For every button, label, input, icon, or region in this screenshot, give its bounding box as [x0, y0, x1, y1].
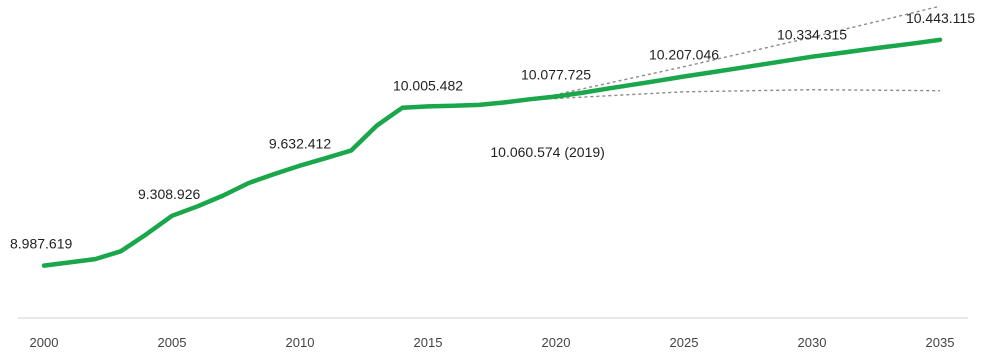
population-line [41, 37, 943, 268]
data-label-0: 8.987.619 [10, 236, 72, 252]
x-tick-label-2025: 2025 [670, 335, 699, 350]
data-label-1: 9.308.926 [138, 186, 200, 202]
upper-bound-line [530, 5, 941, 100]
data-label-6: 10.334.315 [777, 27, 847, 43]
x-tick-label-2035: 2035 [926, 335, 955, 350]
data-label-4: 10.077.725 [521, 67, 591, 83]
data-label-5: 10.207.046 [649, 47, 719, 63]
x-tick-label-2020: 2020 [542, 335, 571, 350]
x-tick-label-2005: 2005 [158, 335, 187, 350]
projection-band [530, 5, 941, 100]
data-label-3: 10.005.482 [393, 78, 463, 94]
series-lines [41, 37, 943, 268]
x-axis-ticks: 2000 2005 2010 2015 2020 2025 2030 2035 [30, 335, 955, 350]
data-label-8: 10.060.574 (2019) [490, 144, 604, 160]
x-tick-label-2030: 2030 [798, 335, 827, 350]
x-tick-label-2000: 2000 [30, 335, 59, 350]
lower-bound-line [530, 88, 941, 100]
data-label-7: 10.443.115 [906, 10, 975, 26]
x-tick-label-2010: 2010 [286, 335, 315, 350]
x-tick-label-2015: 2015 [414, 335, 443, 350]
data-label-2: 9.632.412 [269, 136, 331, 152]
data-labels: 8.987.619 9.308.926 9.632.412 10.005.482 10.… [10, 10, 975, 252]
